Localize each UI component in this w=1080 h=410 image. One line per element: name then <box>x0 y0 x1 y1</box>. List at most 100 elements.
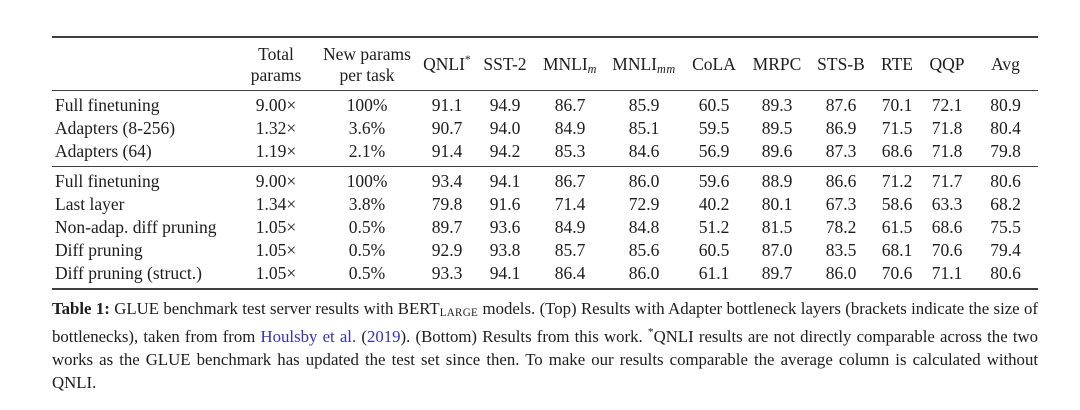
score-cell: 67.3 <box>825 194 857 215</box>
row-label: Adapters (8-256) <box>55 118 176 139</box>
caption-text: GLUE benchmark test server results with … <box>109 299 440 319</box>
score-cell: 91.1 <box>431 95 463 116</box>
row-label: Full finetuning <box>52 166 237 194</box>
score-cell: 63.3 <box>931 194 963 215</box>
score-cell: 92.9 <box>431 240 463 261</box>
col-header-mnli-mm: MNLImm <box>605 37 683 92</box>
score-cell: 68.1 <box>881 240 913 261</box>
glue-results-table: Total params New params per task QNLI* SST… <box>52 36 1038 291</box>
score-cell: 86.9 <box>825 118 857 139</box>
score-cell: 94.2 <box>489 141 521 162</box>
score-cell: 85.1 <box>628 118 660 139</box>
qnli-asterisk: * <box>464 52 471 67</box>
row-label: Diff pruning (struct.) <box>55 263 202 284</box>
row-label: Last layer <box>55 194 125 215</box>
score-cell: 94.9 <box>489 95 521 116</box>
score-cell: 59.5 <box>698 118 730 139</box>
table-row: Full finetuning 9.00× 100% 93.4 94.1 86.… <box>52 166 1038 194</box>
table-row: Adapters (64) 1.19× 2.1% 91.4 94.2 85.3 … <box>52 140 1038 167</box>
col-header-mrpc: MRPC <box>745 37 809 92</box>
col-header-total-params: Total params <box>237 37 315 92</box>
col-header-avg: Avg <box>973 37 1038 92</box>
score-cell: 51.2 <box>698 217 730 238</box>
score-cell: 86.4 <box>554 263 586 284</box>
caption-label: Table 1: <box>52 299 110 319</box>
table-row: Diff pruning (struct.) 1.05× 0.5% 93.3 9… <box>52 262 1038 289</box>
score-cell: 94.1 <box>489 263 521 284</box>
col-header-rte: RTE <box>873 37 921 92</box>
row-label: Diff pruning <box>55 240 143 261</box>
col-header-new-params: New params per task <box>315 37 419 92</box>
score-cell: 71.2 <box>873 166 921 194</box>
row-label: Non-adap. diff pruning <box>55 217 217 238</box>
score-cell: 86.7 <box>535 166 605 194</box>
score-cell: 86.6 <box>809 166 873 194</box>
score-cell: 84.9 <box>554 118 586 139</box>
score-cell: 9.00× <box>237 166 315 194</box>
score-cell: 61.5 <box>881 217 913 238</box>
score-cell: 84.9 <box>554 217 586 238</box>
score-cell: 86.0 <box>825 263 857 284</box>
score-cell: 68.6 <box>881 141 913 162</box>
score-cell: 71.1 <box>931 263 963 284</box>
header-label: MNLI <box>542 54 588 75</box>
col-header-cola: CoLA <box>683 37 745 92</box>
score-cell: 80.6 <box>973 166 1038 194</box>
score-cell: 59.6 <box>683 166 745 194</box>
score-cell: 79.8 <box>990 141 1021 162</box>
score-cell: 86.7 <box>554 95 586 116</box>
score-cell: 0.5% <box>348 263 386 284</box>
header-line: New params <box>323 44 411 64</box>
score-cell: 0.5% <box>348 240 386 261</box>
score-cell: 1.32× <box>255 118 297 139</box>
score-cell: 91.6 <box>489 194 521 215</box>
header-label: QNLI <box>423 54 465 75</box>
score-cell: 90.7 <box>431 118 463 139</box>
col-header-stsb: STS-B <box>809 37 873 92</box>
score-cell: 87.3 <box>825 141 857 162</box>
score-cell: 56.9 <box>698 141 730 162</box>
score-cell: 86.0 <box>628 263 660 284</box>
score-cell: 89.6 <box>761 141 793 162</box>
score-cell: 1.05× <box>255 240 297 261</box>
score-cell: 85.6 <box>628 240 660 261</box>
table-row: Last layer 1.34× 3.8% 79.8 91.6 71.4 72.… <box>52 193 1038 216</box>
caption-text: QNLI results are not directly comparable… <box>52 327 1038 393</box>
col-header-mnli-m: MNLIm <box>535 37 605 92</box>
bert-large-subscript: LARGE <box>439 307 479 320</box>
score-cell: 93.6 <box>489 217 521 238</box>
score-cell: 79.4 <box>990 240 1021 261</box>
score-cell: 85.7 <box>554 240 586 261</box>
citation-link-houlsby[interactable]: Houlsby et al. <box>260 327 357 347</box>
header-line: Total <box>258 44 294 64</box>
header-label: MNLI <box>612 54 657 75</box>
score-cell: 72.9 <box>628 194 660 215</box>
score-cell: 71.8 <box>931 118 963 139</box>
score-cell: 85.9 <box>628 95 660 116</box>
score-cell: 40.2 <box>698 194 730 215</box>
adapter-results-group: Full finetuning 9.00× 100% 91.1 94.9 86.… <box>52 91 1038 167</box>
this-work-results-group: Full finetuning 9.00× 100% 93.4 94.1 86.… <box>52 166 1038 290</box>
table-caption: Table 1: GLUE benchmark test server resu… <box>52 297 1038 394</box>
caption-text: models. (Top) Results with Adapter bottl… <box>52 299 1038 347</box>
score-cell: 68.6 <box>931 217 963 238</box>
score-cell: 91.4 <box>431 141 463 162</box>
table-row: Adapters (8-256) 1.32× 3.6% 90.7 94.0 84… <box>52 117 1038 140</box>
score-cell: 71.7 <box>921 166 973 194</box>
table-row: Non-adap. diff pruning 1.05× 0.5% 89.7 9… <box>52 216 1038 239</box>
score-cell: 68.2 <box>990 194 1021 215</box>
citation-link-year[interactable]: 2019 <box>366 327 401 347</box>
header-line: per task <box>339 64 395 85</box>
col-header-qnli: QNLI* <box>419 37 475 92</box>
score-cell: 81.5 <box>761 217 793 238</box>
score-cell: 80.9 <box>990 95 1021 116</box>
score-cell: 70.6 <box>881 263 913 284</box>
score-cell: 71.8 <box>931 141 963 162</box>
score-cell: 93.4 <box>419 166 475 194</box>
header-line: params <box>250 64 302 85</box>
score-cell: 84.8 <box>628 217 660 238</box>
score-cell: 1.05× <box>255 217 297 238</box>
score-cell: 87.6 <box>825 95 857 116</box>
score-cell: 80.1 <box>761 194 793 215</box>
